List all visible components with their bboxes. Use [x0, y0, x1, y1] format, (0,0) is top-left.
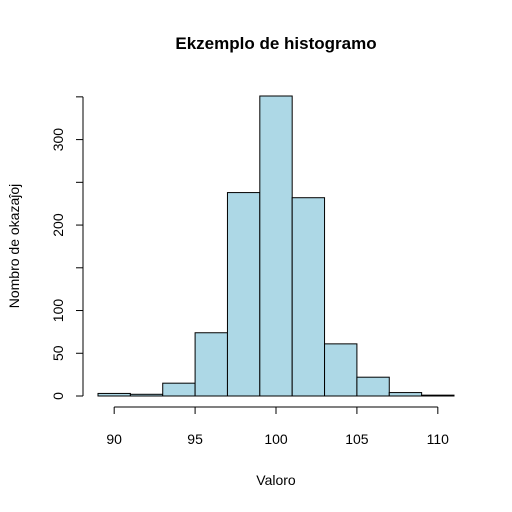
- x-tick-label-105: 105: [345, 431, 369, 447]
- y-tick-label-0: 0: [50, 392, 66, 400]
- y-tick-label-200: 200: [50, 213, 66, 237]
- x-tick-label-90: 90: [106, 431, 122, 447]
- histogram-bar-7: [324, 343, 358, 397]
- histogram-bar-5: [259, 95, 293, 397]
- histogram-bar-4: [226, 192, 261, 397]
- y-tick-label-300: 300: [50, 128, 66, 152]
- x-tick-label-95: 95: [187, 431, 203, 447]
- chart-title: Ekzemplo de histogramo: [175, 34, 376, 53]
- x-tick-label-100: 100: [264, 431, 288, 447]
- histogram-bar-9: [388, 392, 423, 397]
- histogram-bar-1: [129, 393, 164, 397]
- x-axis-label: Valoro: [256, 472, 296, 488]
- bars-group: [97, 95, 455, 397]
- y-axis: 0 50 100 200 300: [50, 96, 84, 400]
- y-axis-label: Nombro de okazaĵoj: [6, 184, 22, 309]
- histogram-bar-6: [291, 197, 326, 397]
- histogram-bar-8: [356, 376, 390, 397]
- histogram-bar-0: [97, 392, 131, 397]
- x-axis: 90 95 100 105 110: [106, 406, 450, 447]
- histogram-bar-10: [421, 394, 455, 397]
- histogram-bar-3: [194, 332, 228, 397]
- histogram-bar-2: [162, 382, 196, 397]
- y-tick-label-100: 100: [50, 299, 66, 323]
- x-tick-label-110: 110: [427, 431, 450, 447]
- y-tick-label-50: 50: [50, 345, 66, 361]
